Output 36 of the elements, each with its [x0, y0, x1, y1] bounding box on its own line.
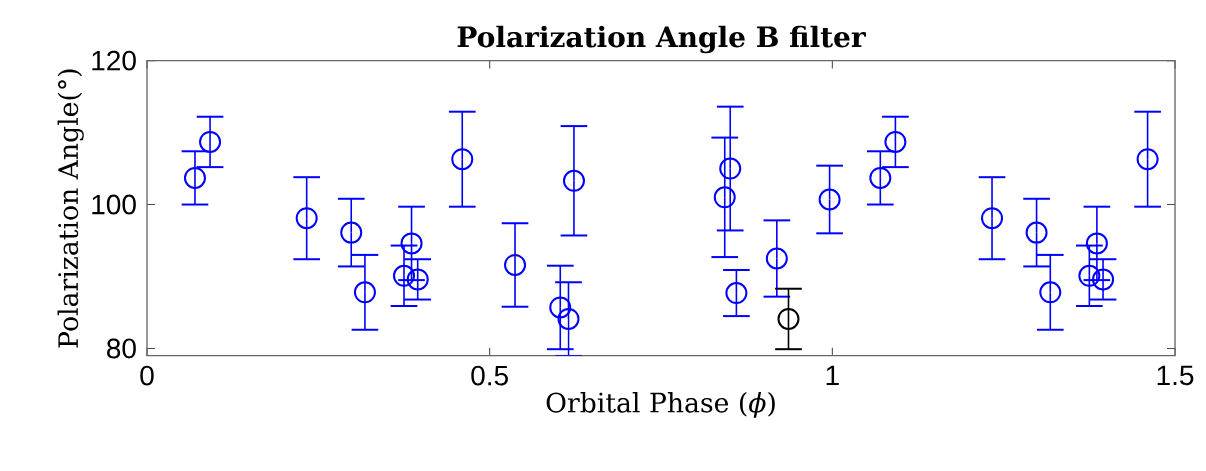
y-tick-label: 100	[92, 194, 136, 215]
point	[1136, 148, 1159, 171]
point	[1078, 264, 1101, 287]
y-tick-label: 120	[92, 50, 136, 71]
chart-title: Polarization Angle B filter	[457, 25, 866, 54]
point	[869, 166, 892, 189]
point	[884, 130, 907, 153]
point	[719, 157, 742, 180]
point	[777, 307, 800, 330]
point	[504, 253, 527, 276]
x-tick-label: 1.5	[1157, 365, 1194, 386]
x-tick-label: 0.5	[471, 365, 508, 386]
point	[353, 281, 376, 304]
point	[981, 207, 1004, 230]
x-tick-label: 1	[826, 365, 839, 385]
point	[549, 296, 572, 319]
point	[199, 130, 222, 153]
y-tick-label: 80	[107, 338, 136, 359]
x-tick-label: 0	[140, 365, 154, 386]
point	[1085, 232, 1108, 255]
point	[393, 264, 416, 287]
point	[725, 282, 748, 305]
point	[400, 232, 423, 255]
point	[451, 148, 474, 171]
point	[1039, 281, 1062, 304]
point	[340, 221, 363, 244]
point	[295, 207, 318, 230]
x-axis-title: Orbital Phase (ϕ)	[546, 392, 775, 418]
point	[818, 188, 841, 211]
y-axis-title: Polarization Angle(°)	[57, 69, 84, 348]
point	[183, 166, 206, 189]
point	[713, 186, 736, 209]
point	[557, 307, 580, 330]
point	[1025, 221, 1048, 244]
point	[765, 247, 788, 270]
point	[562, 169, 585, 192]
